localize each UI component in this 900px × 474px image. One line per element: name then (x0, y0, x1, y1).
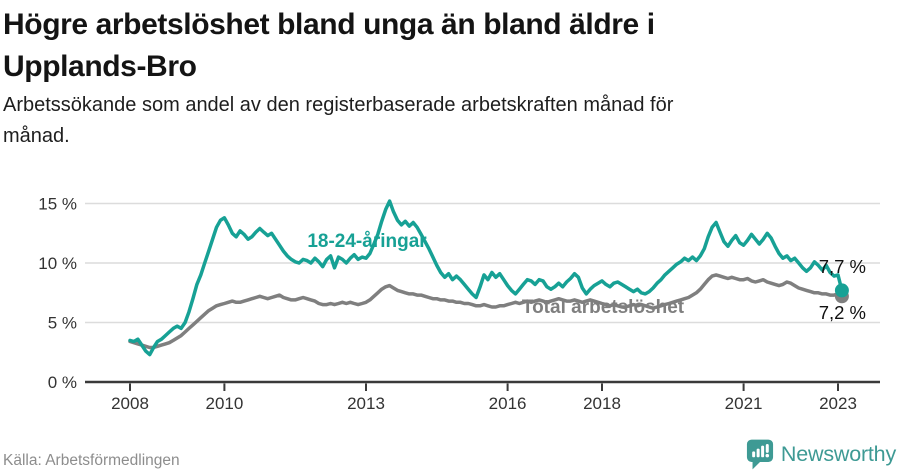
newsworthy-logo-text: Newsworthy (780, 442, 896, 466)
source-caption: Källa: Arbetsförmedlingen (3, 452, 180, 469)
chart-bubble-icon (746, 439, 773, 470)
x-tick-label: 2016 (489, 394, 527, 413)
x-tick-label: 2008 (111, 394, 149, 413)
y-tick-label: 10 % (38, 254, 77, 273)
end-value-label-young: 7,7 % (818, 256, 866, 277)
x-tick-label: 2023 (819, 394, 857, 413)
series-label-total: Total arbetslöshet (521, 297, 685, 318)
series-line-total (128, 273, 844, 350)
subtitle-line-1: Arbetssökande som andel av den registerb… (3, 94, 674, 116)
x-tick-label: 2021 (725, 394, 763, 413)
series-endpoint-dot-young (834, 283, 849, 298)
subtitle-line-2: månad. (3, 125, 70, 147)
y-tick-label: 15 % (38, 195, 77, 214)
newsworthy-logo[interactable]: Newsworthy (746, 439, 896, 470)
x-tick-label: 2013 (347, 394, 385, 413)
end-value-label-total: 7,2 % (818, 302, 866, 323)
title-line-1: Högre arbetslöshet bland unga än bland ä… (3, 8, 655, 41)
series-label-young: 18-24-åringar (307, 231, 427, 252)
y-tick-label: 5 % (48, 314, 77, 333)
y-tick-label: 0 % (48, 373, 77, 392)
series-line-young (128, 199, 844, 357)
page-title: Högre arbetslöshet bland unga än bland ä… (3, 4, 863, 88)
x-tick-label: 2018 (583, 394, 621, 413)
chart-subtitle: Arbetssökande som andel av den registerb… (3, 90, 863, 152)
x-tick-label: 2010 (205, 394, 243, 413)
title-line-2: Upplands-Bro (3, 50, 197, 83)
